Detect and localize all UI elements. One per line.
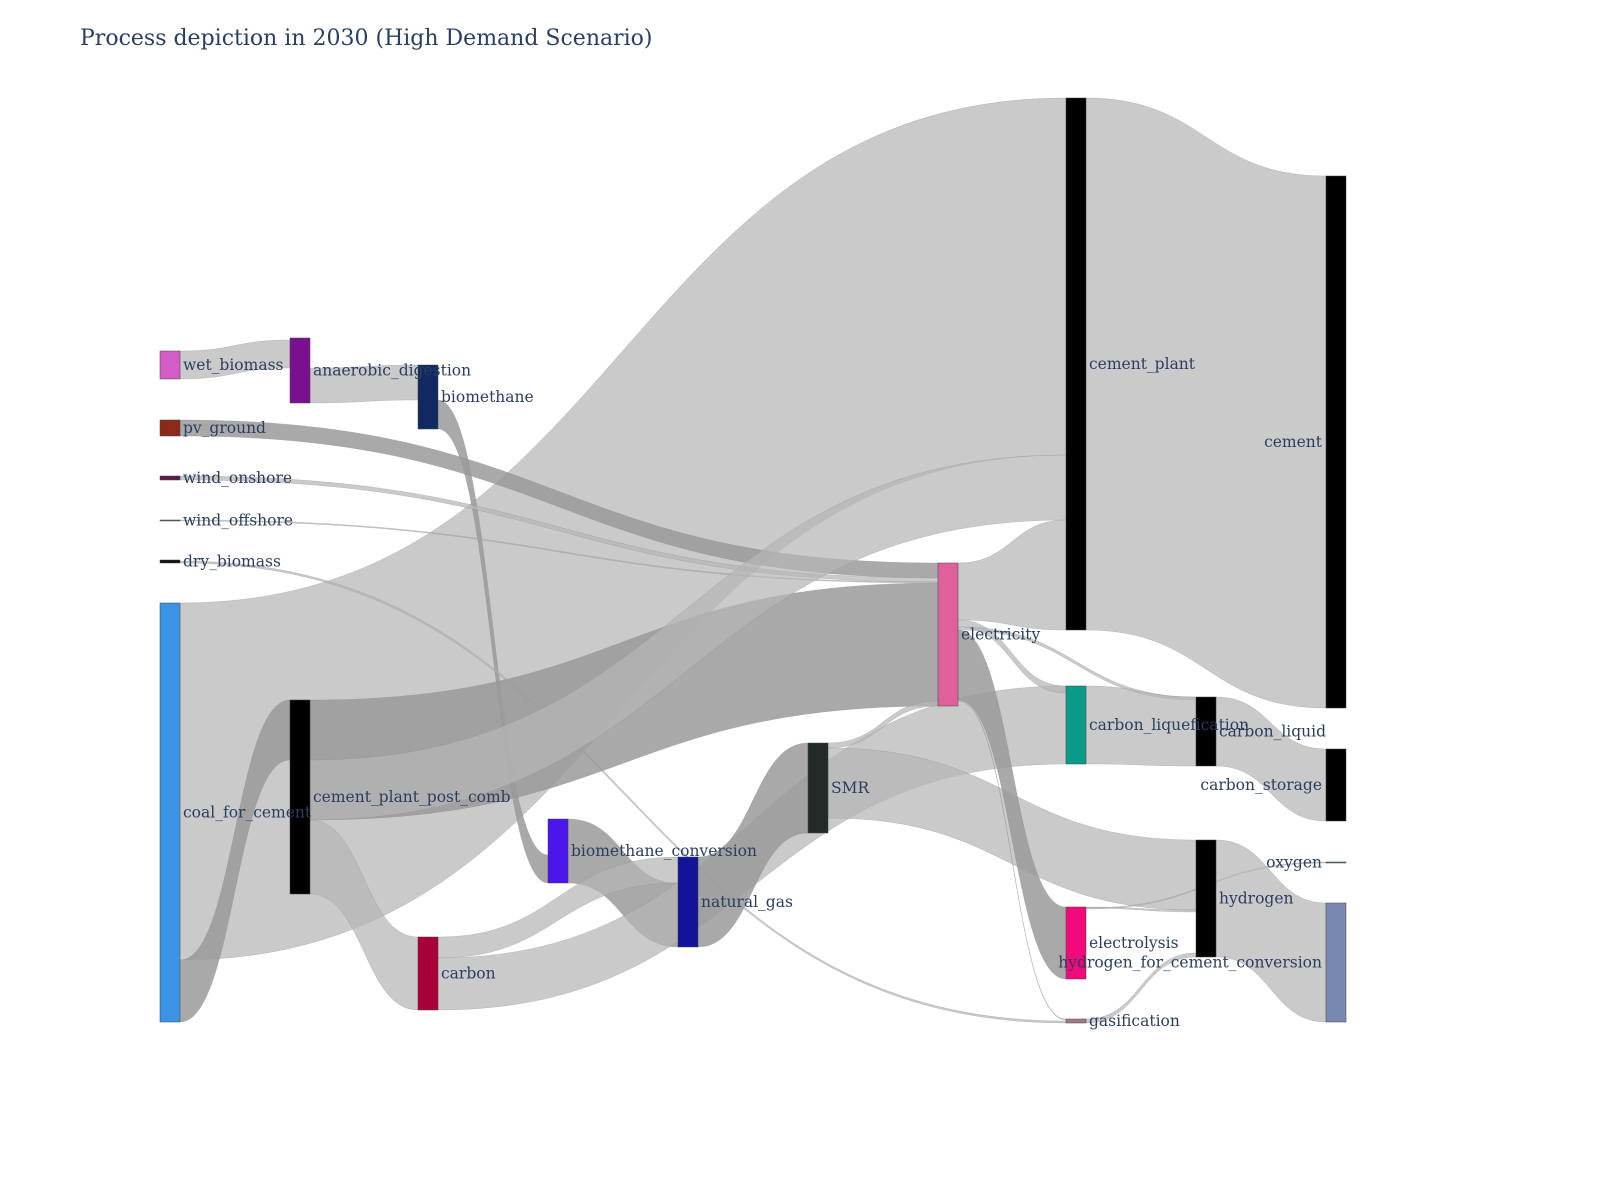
node-biomethane[interactable] bbox=[417, 364, 439, 430]
node-label-oxygen: oxygen bbox=[1266, 854, 1322, 872]
node-label-hydrogen_for_cement_conversion: hydrogen_for_cement_conversion bbox=[1058, 954, 1322, 972]
node-label-cement: cement bbox=[1264, 433, 1323, 451]
node-label-carbon_storage: carbon_storage bbox=[1200, 776, 1322, 794]
node-label-carbon_liquid: carbon_liquid bbox=[1219, 723, 1326, 741]
node-gasification[interactable] bbox=[1065, 1018, 1087, 1024]
node-cement_plant_post_comb[interactable] bbox=[289, 699, 311, 895]
node-label-pv_ground: pv_ground bbox=[183, 419, 266, 437]
node-label-carbon: carbon bbox=[441, 965, 496, 983]
link-electricity-to-cement_plant[interactable] bbox=[957, 519, 1067, 631]
sankey-links bbox=[179, 97, 1327, 1024]
node-cement[interactable] bbox=[1325, 175, 1347, 709]
node-electrolysis[interactable] bbox=[1065, 906, 1087, 980]
node-label-dry_biomass: dry_biomass bbox=[183, 553, 281, 571]
node-label-wind_onshore: wind_onshore bbox=[183, 469, 292, 487]
node-carbon_liquefication[interactable] bbox=[1065, 685, 1087, 765]
node-SMR[interactable] bbox=[807, 742, 829, 834]
node-label-biomethane: biomethane bbox=[441, 388, 534, 406]
sankey-labels: wet_biomass pv_ground wind_onshore wind_off… bbox=[183, 355, 1326, 1030]
node-label-electrolysis: electrolysis bbox=[1089, 934, 1179, 952]
node-label-wet_biomass: wet_biomass bbox=[183, 356, 284, 374]
node-dry_biomass[interactable] bbox=[159, 559, 181, 564]
sankey-nodes bbox=[159, 97, 1347, 1024]
node-wet_biomass[interactable] bbox=[159, 350, 181, 380]
node-label-cement_plant_post_comb: cement_plant_post_comb bbox=[313, 788, 511, 806]
node-hydrogen[interactable] bbox=[1195, 839, 1217, 958]
node-wind_offshore[interactable] bbox=[159, 519, 181, 522]
node-natural_gas[interactable] bbox=[677, 856, 699, 948]
node-label-gasification: gasification bbox=[1089, 1012, 1180, 1030]
chart-title: Process depiction in 2030 (High Demand S… bbox=[80, 26, 653, 51]
node-label-cement_plant: cement_plant bbox=[1089, 355, 1196, 373]
node-wind_onshore[interactable] bbox=[159, 475, 181, 481]
node-carbon[interactable] bbox=[417, 936, 439, 1011]
node-pv_ground[interactable] bbox=[159, 419, 181, 437]
link-cement_plant-to-cement[interactable] bbox=[1085, 97, 1327, 709]
node-carbon_storage[interactable] bbox=[1325, 748, 1347, 822]
node-anaerobic_digestion[interactable] bbox=[289, 337, 311, 404]
node-label-wind_offshore: wind_offshore bbox=[183, 512, 293, 530]
node-label-carbon_liquefication: carbon_liquefication bbox=[1089, 716, 1249, 734]
node-label-hydrogen: hydrogen bbox=[1219, 890, 1293, 908]
node-coal_for_cement[interactable] bbox=[159, 602, 181, 1023]
node-label-anaerobic_digestion: anaerobic_digestion bbox=[313, 362, 471, 380]
node-label-SMR: SMR bbox=[831, 779, 870, 797]
node-biomethane_conversion[interactable] bbox=[547, 818, 569, 884]
node-label-natural_gas: natural_gas bbox=[701, 893, 793, 911]
node-cement_plant[interactable] bbox=[1065, 97, 1087, 631]
node-carbon_liquid[interactable] bbox=[1195, 696, 1217, 767]
node-electricity[interactable] bbox=[937, 562, 959, 707]
node-label-coal_for_cement: coal_for_cement bbox=[183, 804, 312, 822]
node-label-biomethane_conversion: biomethane_conversion bbox=[571, 842, 757, 860]
node-label-electricity: electricity bbox=[961, 626, 1040, 644]
node-oxygen[interactable] bbox=[1325, 861, 1347, 864]
node-hydrogen_for_cement_conversion[interactable] bbox=[1325, 902, 1347, 1023]
